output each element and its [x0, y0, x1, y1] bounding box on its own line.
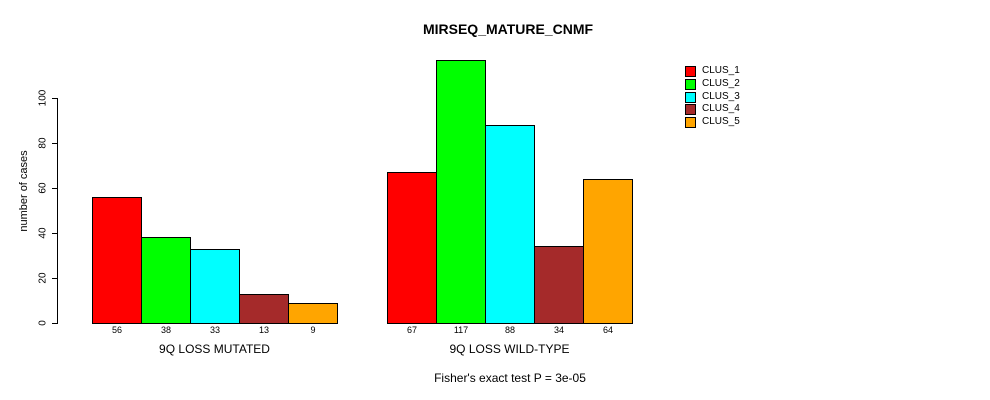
legend-label: CLUS_1 — [702, 65, 740, 76]
legend: CLUS_1 CLUS_2 CLUS_3 CLUS_4 CLUS_5 — [685, 65, 775, 131]
bar-clus_4 — [239, 294, 289, 324]
bar-clus_3 — [485, 125, 535, 324]
bar-value-label: 67 — [406, 325, 418, 335]
y-tick — [52, 233, 57, 234]
bar-clus_5 — [583, 179, 633, 324]
bar-clus_3 — [190, 249, 240, 324]
y-tick — [52, 323, 57, 324]
bar-value-label: 34 — [553, 325, 565, 335]
bar-value-label: 9 — [310, 325, 316, 335]
y-tick-label: 100 — [37, 89, 49, 107]
y-tick — [52, 143, 57, 144]
bar-clus_5 — [288, 303, 338, 324]
y-tick — [52, 188, 57, 189]
bar-clus_1 — [92, 197, 142, 324]
y-tick — [52, 98, 57, 99]
bar-value-label: 38 — [160, 325, 172, 335]
bar-value-label: 33 — [209, 325, 221, 335]
y-tick-label: 80 — [37, 137, 49, 149]
bar-clus_2 — [436, 60, 486, 324]
legend-swatch-clus_5 — [685, 117, 696, 128]
legend-swatch-clus_3 — [685, 92, 696, 103]
legend-swatch-clus_2 — [685, 79, 696, 90]
y-tick-label: 60 — [37, 182, 49, 194]
legend-label: CLUS_2 — [702, 78, 740, 89]
bar-clus_4 — [534, 246, 584, 324]
bar-value-label: 88 — [504, 325, 516, 335]
bar-value-label: 117 — [453, 325, 469, 335]
legend-label: CLUS_5 — [702, 116, 740, 127]
bar-value-label: 64 — [602, 325, 614, 335]
y-tick — [52, 278, 57, 279]
chart-title: MIRSEQ_MATURE_CNMF — [422, 21, 594, 37]
group-label: 9Q LOSS MUTATED — [159, 342, 270, 356]
legend-label: CLUS_3 — [702, 91, 740, 102]
legend-swatch-clus_4 — [685, 104, 696, 115]
bar-clus_2 — [141, 237, 191, 324]
y-tick-label: 20 — [37, 272, 49, 284]
y-axis-line — [57, 98, 58, 324]
legend-swatch-clus_1 — [685, 66, 696, 77]
group-label: 9Q LOSS WILD-TYPE — [449, 342, 570, 356]
bar-value-label: 13 — [258, 325, 270, 335]
legend-label: CLUS_4 — [702, 103, 740, 114]
bar-value-label: 56 — [111, 325, 123, 335]
bar-clus_1 — [387, 172, 437, 324]
y-tick-label: 0 — [37, 320, 49, 326]
fisher-test-caption: Fisher's exact test P = 3e-05 — [434, 371, 586, 385]
y-tick-label: 40 — [37, 227, 49, 239]
